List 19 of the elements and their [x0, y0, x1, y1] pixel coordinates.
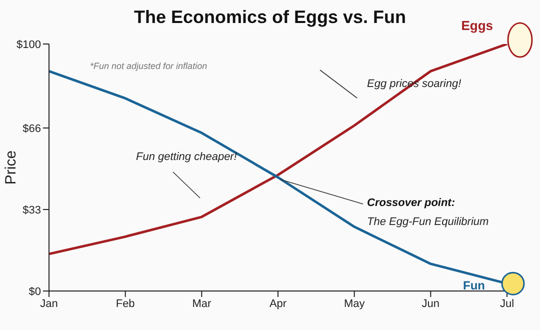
series-label: Fun [463, 278, 485, 293]
x-tick-label: May [344, 298, 366, 310]
x-tick-label: Apr [269, 298, 287, 310]
x-tick-label: Jan [40, 298, 58, 310]
y-axis-title: Price [2, 150, 20, 185]
annotation: *Fun not adjusted for inflation [90, 61, 208, 71]
chart-title: The Economics of Eggs vs. Fun [134, 7, 406, 27]
y-tick-label: $33 [22, 204, 41, 216]
y-tick-label: $66 [22, 122, 41, 135]
y-tick-label: $100 [16, 38, 41, 51]
x-tick-label: Jun [422, 298, 440, 310]
x-tick-label: Mar [192, 298, 212, 310]
x-tick-label: Feb [116, 298, 135, 310]
annotation: Fun getting cheaper! [136, 151, 237, 163]
series-label: Eggs [461, 18, 493, 33]
annotation: The Egg-Fun Equilibrium [367, 216, 489, 228]
annotation: Crossover point: [367, 197, 456, 209]
y-tick-label: $0 [28, 286, 41, 298]
x-tick-label: Jul [500, 298, 514, 310]
